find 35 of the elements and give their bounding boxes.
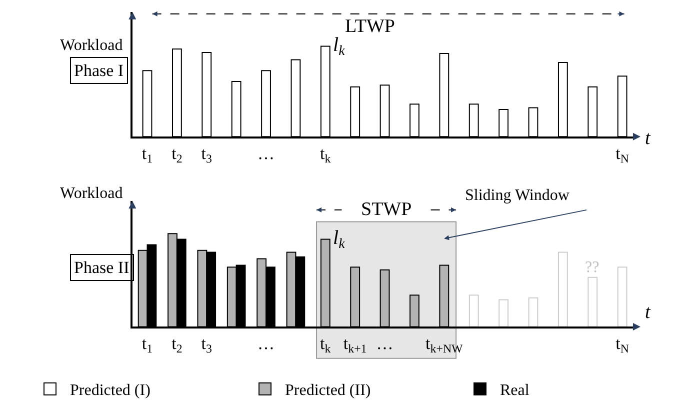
x-tick-label: t$_{k+1}$ xyxy=(343,334,367,356)
x-tick-label: t$_{N}$ xyxy=(616,334,630,356)
x-tick-label: … xyxy=(258,334,275,354)
bar xyxy=(617,266,628,327)
y-axis-title: Workload xyxy=(60,37,123,54)
x-tick-label: t$_{3}$ xyxy=(201,144,212,166)
annotation: ?? xyxy=(585,259,600,276)
annotation: l$_{k}$ xyxy=(333,227,346,252)
bar xyxy=(498,299,508,327)
legend-label: Real xyxy=(500,382,530,400)
text: LTWP xyxy=(345,16,395,37)
legend-label: Predicted (II) xyxy=(285,382,371,400)
x-tick-label: … xyxy=(376,334,394,354)
x-axis-title: t xyxy=(645,302,651,323)
text: Sliding Window xyxy=(465,187,570,204)
legend-label: Predicted (I) xyxy=(70,382,150,400)
text: Phase II xyxy=(74,258,130,277)
x-tick-label: t$_{3}$ xyxy=(201,334,212,356)
band-label: STWP xyxy=(361,199,412,220)
x-tick-label: … xyxy=(258,144,275,164)
x-tick-label: t$_{2}$ xyxy=(172,144,182,166)
x-tick-label: t$_{k}$ xyxy=(320,334,331,356)
x-axis-title: t xyxy=(645,128,651,149)
x-tick-label: t$_{1}$ xyxy=(142,334,153,356)
bar xyxy=(468,294,479,327)
bar xyxy=(588,276,598,327)
bar xyxy=(558,252,568,327)
annotation: l$_{k}$ xyxy=(333,34,346,60)
x-tick-label: t$_{2}$ xyxy=(172,334,182,356)
x-tick-label: t$_{N}$ xyxy=(616,144,630,166)
x-tick-label: t$_{k}$ xyxy=(320,144,331,166)
y-axis-title: Workload xyxy=(60,185,123,202)
bar xyxy=(528,297,538,327)
x-tick-label: t$_{1}$ xyxy=(142,144,153,166)
text: Phase I xyxy=(74,61,124,80)
